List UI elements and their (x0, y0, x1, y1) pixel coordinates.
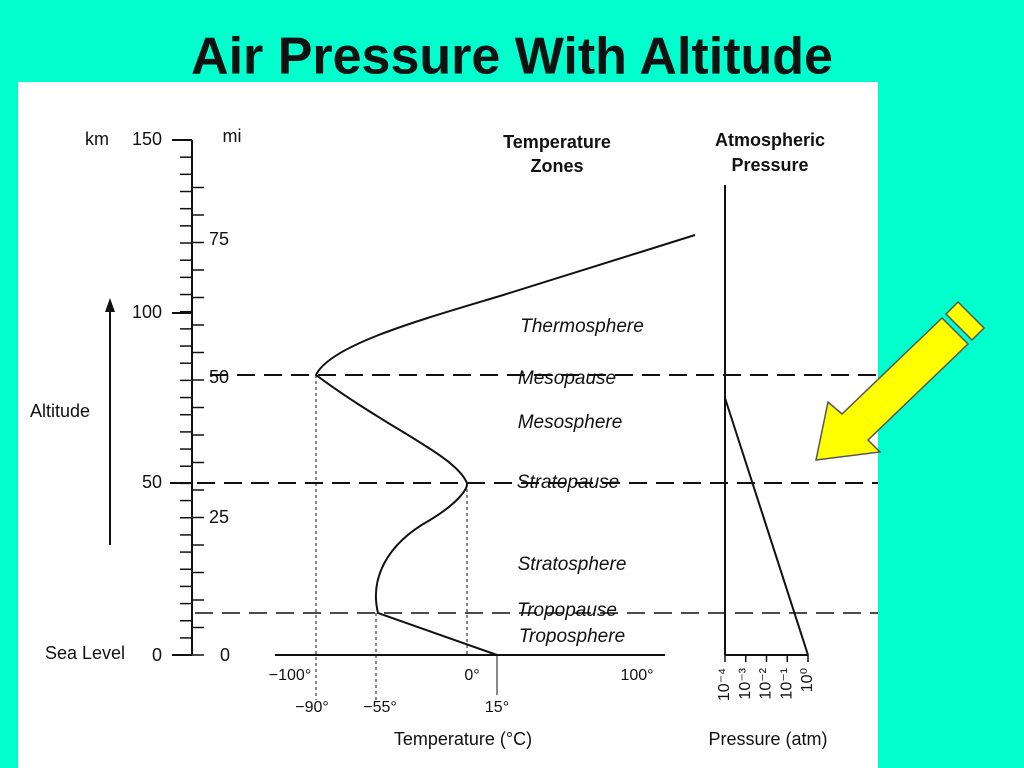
tick-label: −100° (269, 667, 311, 684)
zone-label: Thermosphere (520, 316, 644, 337)
zone-label: Stratopause (517, 472, 619, 493)
mi-label: 0 (220, 645, 230, 665)
tick-label: 10⁻⁴ (716, 668, 733, 701)
km-label: 150 (132, 129, 162, 149)
km-label: 0 (152, 645, 162, 665)
pressure: Atmospheric Pressure 10⁻⁴ 10⁻³ 10⁻² 10⁻¹ 10⁰… (708, 130, 827, 749)
zone-label: Tropopause (517, 600, 617, 621)
altitude-label: Altitude (30, 401, 90, 421)
zones: Temperature Zones Thermosphere Mesopause… (503, 132, 644, 647)
axis-title: Temperature (°C) (394, 729, 532, 749)
zones-header: Temperature (503, 132, 611, 152)
diagram-panel (18, 82, 878, 768)
axis-title: Pressure (atm) (708, 729, 827, 749)
km-label: 50 (142, 472, 162, 492)
tick-label: 15° (485, 699, 509, 716)
altitude-axis: km mi 150 100 50 0 75 50 25 0 Altitude S… (30, 126, 242, 665)
unit-mi: mi (223, 126, 242, 146)
tick-label: 10⁰ (799, 668, 816, 692)
zone-label: Mesopause (518, 368, 616, 389)
sea-level: Sea Level (45, 643, 125, 663)
slide-title: Air Pressure With Altitude (191, 28, 833, 86)
tick-label: 0° (464, 667, 479, 684)
mi-label: 25 (209, 507, 229, 527)
zone-label: Troposphere (519, 626, 625, 647)
tick-label: −90° (295, 699, 329, 716)
unit-km: km (85, 129, 109, 149)
pressure-header: Atmospheric (715, 130, 825, 150)
mi-label: 50 (209, 367, 229, 387)
pressure-header: Pressure (731, 155, 808, 175)
tick-label: 100° (620, 667, 653, 684)
tick-label: 10⁻¹ (778, 668, 795, 700)
pointer-tail (944, 300, 986, 342)
tick-label: 10⁻³ (737, 667, 754, 699)
pointer-arrow (815, 316, 970, 461)
km-label: 100 (132, 302, 162, 322)
tick-label: −55° (363, 699, 397, 716)
zones-header: Zones (530, 156, 583, 176)
arrow-head (105, 298, 115, 312)
temperature-curve (314, 234, 696, 656)
zone-label: Mesosphere (518, 412, 623, 433)
boundaries (170, 374, 878, 700)
ticks: 10⁻⁴ 10⁻³ 10⁻² 10⁻¹ 10⁰ (716, 655, 816, 701)
pressure-line (724, 397, 809, 656)
tick-label: 10⁻² (758, 667, 775, 699)
zone-label: Stratosphere (518, 554, 627, 575)
ticks (172, 139, 204, 656)
mi-label: 75 (209, 229, 229, 249)
temperature-axis: −100° 0° 100° −90° −55° 15° Temperature … (269, 654, 665, 749)
